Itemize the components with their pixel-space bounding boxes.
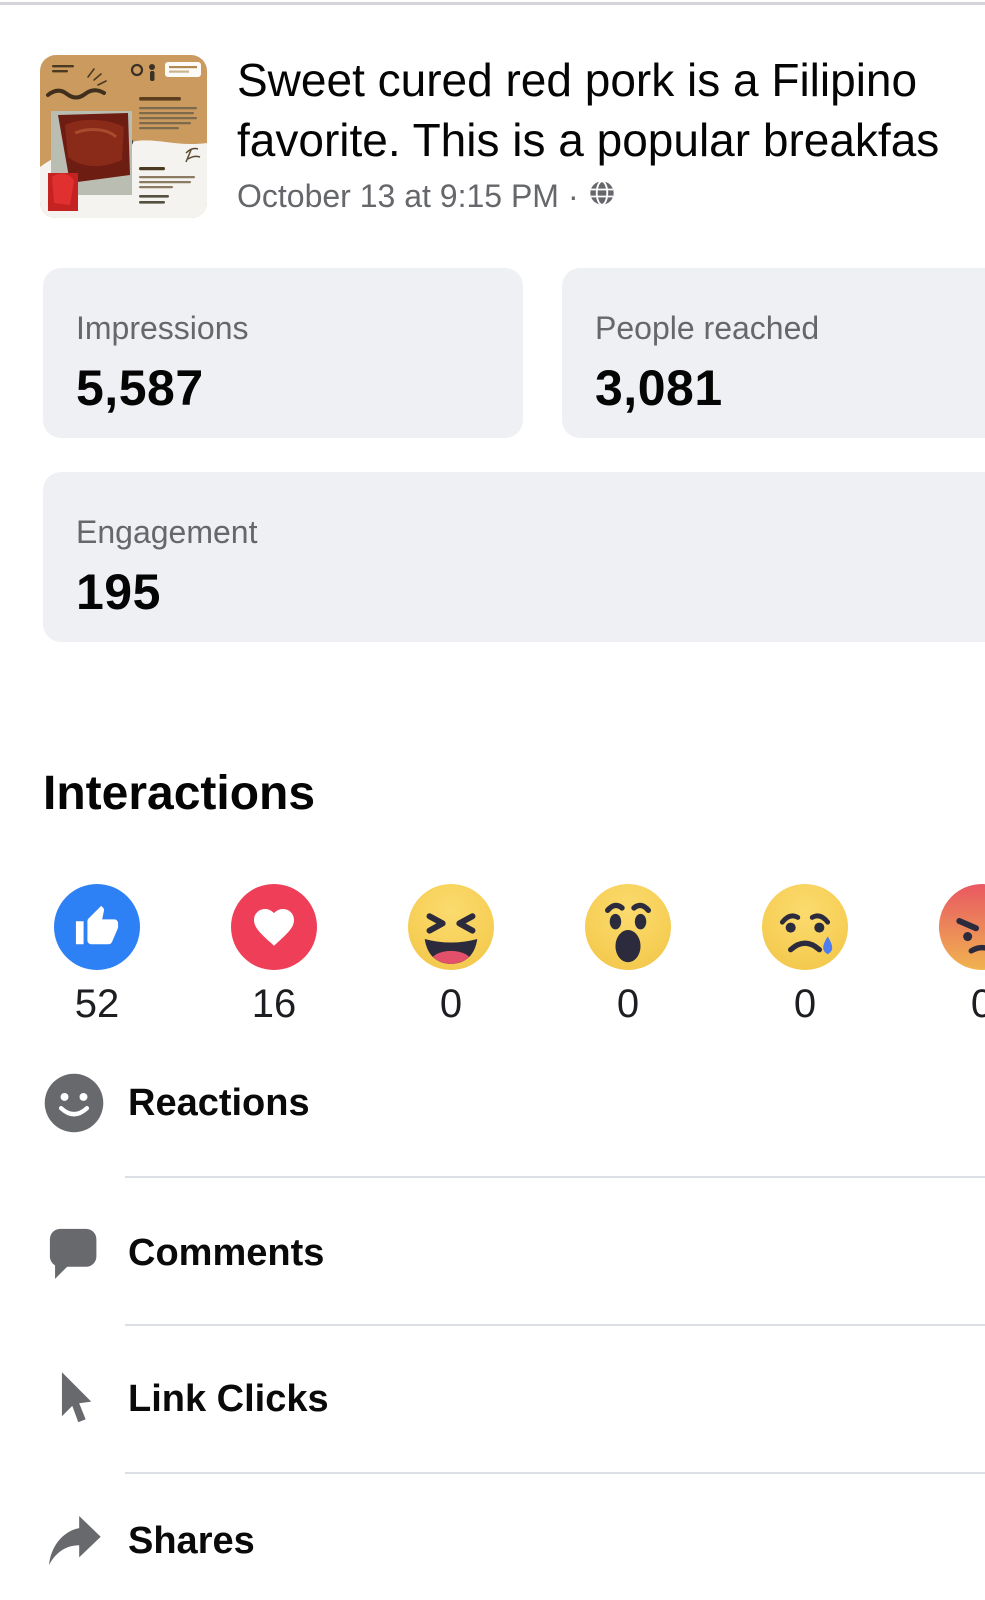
wow-reaction-icon [585,884,671,970]
link-clicks-row[interactable]: Link Clicks [43,1368,329,1430]
love-reaction: 16 [209,884,339,1027]
comments-row-label: Comments [128,1231,325,1274]
reactions-row[interactable]: Reactions [43,1072,310,1134]
sad-reaction-icon [762,884,848,970]
impressions-card: Impressions 5,587 [43,268,523,438]
haha-reaction: 0 [386,884,516,1027]
reactions-row-label: Reactions [128,1081,310,1124]
angry-count: 0 [970,982,985,1026]
people-reached-value: 3,081 [595,360,723,416]
shares-row-label: Shares [128,1519,255,1562]
post-thumbnail-image [40,55,207,218]
like-reaction-icon [54,884,140,970]
post-title-line1: Sweet cured red pork is a Filipino [237,54,918,106]
engagement-label: Engagement [76,514,258,550]
love-count: 16 [251,982,297,1026]
interactions-heading: Interactions [43,767,316,820]
dot-separator: · [567,178,579,214]
top-divider [0,2,985,5]
like-reaction: 52 [32,884,162,1027]
people-reached-label: People reached [595,310,820,346]
angry-reaction: 0 [917,884,985,1027]
reactions-smiley-icon [43,1072,105,1134]
thumbnail-flyer-graphic [40,55,207,218]
globe-icon [588,178,616,215]
wow-count: 0 [616,982,640,1026]
link-clicks-cursor-icon [43,1368,105,1430]
shares-row[interactable]: Shares [43,1510,255,1572]
post-title: Sweet cured red pork is a Filipino favor… [237,50,939,170]
row-divider [125,1324,985,1326]
post-date: October 13 at 9:15 PM [237,178,559,214]
impressions-value: 5,587 [76,360,204,416]
sad-reaction: 0 [740,884,870,1027]
row-divider [125,1472,985,1474]
engagement-card: Engagement 195 [43,472,985,642]
love-reaction-icon [231,884,317,970]
engagement-value: 195 [76,564,161,620]
impressions-label: Impressions [76,310,249,346]
haha-count: 0 [439,982,463,1026]
like-count: 52 [74,982,120,1026]
haha-reaction-icon [408,884,494,970]
shares-arrow-icon [43,1510,105,1572]
post-title-line2: favorite. This is a popular breakfas [237,114,940,166]
sad-count: 0 [793,982,817,1026]
comments-bubble-icon [43,1222,105,1284]
people-reached-card: People reached 3,081 [562,268,985,438]
row-divider [125,1176,985,1178]
wow-reaction: 0 [563,884,693,1027]
link-clicks-row-label: Link Clicks [128,1377,329,1420]
angry-reaction-icon [939,884,985,970]
comments-row[interactable]: Comments [43,1222,324,1284]
post-date-row: October 13 at 9:15 PM · [237,178,616,215]
